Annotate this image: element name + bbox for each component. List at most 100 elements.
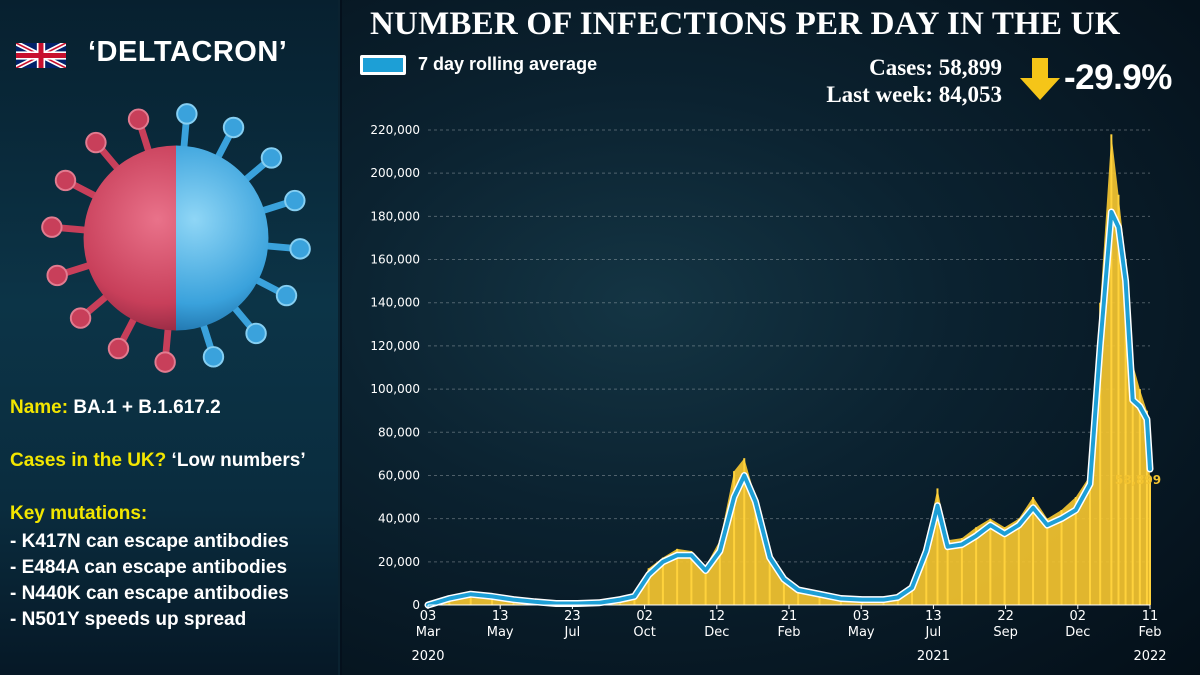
daily-cases-bar — [1032, 497, 1035, 605]
x-tick-day: 13 — [925, 609, 942, 624]
virus-spike-tip — [107, 337, 130, 360]
y-tick-label: 120,000 — [370, 339, 420, 353]
daily-cases-bar — [1060, 510, 1063, 605]
y-tick-label: 60,000 — [378, 468, 420, 482]
daily-cases-bar — [960, 538, 963, 605]
daily-cases-bar — [1131, 363, 1134, 605]
infections-chart: 58,899 0 20,000 40,000 60,000 80,000 100,000 1… — [370, 123, 1166, 664]
daily-cases-bar — [1003, 527, 1006, 605]
daily-cases-bar — [818, 593, 821, 605]
y-tick-label: 20,000 — [378, 555, 420, 569]
chart-panel: NUMBER OF INFECTIONS PER DAY IN THE UK 7… — [342, 0, 1200, 675]
daily-cases-bar — [1089, 475, 1092, 605]
virus-spike-tip — [85, 131, 107, 154]
down-arrow-icon — [1020, 58, 1060, 100]
mutation-item: - E484A can escape antibodies — [10, 557, 288, 578]
x-tick-day: 12 — [709, 609, 726, 624]
virus-spike-tip — [69, 307, 92, 329]
x-tick-month: Oct — [633, 625, 655, 640]
daily-cases-bar — [1074, 497, 1077, 605]
rolling-average-series — [426, 210, 1152, 607]
x-tick-month: Sep — [993, 625, 1018, 640]
virus-spike-tip — [54, 169, 77, 192]
virus-spike-tip — [154, 351, 176, 373]
daily-cases-bar — [1124, 259, 1127, 605]
last-value-label: 58,899 — [1115, 473, 1161, 487]
cases-last-week: Last week: 84,053 — [826, 82, 1002, 107]
x-tick-month: May — [487, 625, 514, 640]
daily-cases-bar — [1099, 302, 1102, 605]
cases-label: Cases in the UK? — [10, 450, 167, 471]
y-tick-label: 180,000 — [370, 209, 420, 223]
x-tick-day: 03 — [853, 609, 870, 624]
x-tick-day: 13 — [492, 609, 509, 624]
daily-cases-bar — [911, 585, 914, 605]
rolling-average-line: 58,899 — [424, 208, 1161, 609]
daily-cases-bar — [1117, 194, 1120, 606]
y-tick-label: 220,000 — [370, 123, 420, 137]
daily-cases-bar — [797, 588, 800, 605]
x-tick-day: 21 — [781, 609, 798, 624]
x-tick-month: Dec — [704, 625, 729, 640]
daily-cases-bar — [989, 518, 992, 605]
virus-spike-tip — [222, 116, 245, 139]
daily-cases-bar — [1017, 518, 1020, 605]
legend-swatch — [360, 54, 406, 75]
uk-cases: Cases in the UK? ‘Low numbers’ — [10, 450, 306, 472]
mutation-item: - K417N can escape antibodies — [10, 531, 289, 552]
daily-cases-bar — [946, 540, 949, 605]
x-tick-month: May — [848, 625, 875, 640]
y-tick-label: 80,000 — [378, 425, 420, 439]
daily-cases-bar — [676, 548, 679, 605]
daily-cases-bars — [428, 134, 1151, 606]
x-tick-month: Feb — [1138, 625, 1161, 640]
chart-legend: 7 day rolling average — [360, 54, 597, 75]
variant-name: Name: BA.1 + B.1.617.2 — [10, 397, 221, 419]
virus-spike-tip — [260, 147, 283, 169]
variant-title: ‘DELTACRON’ — [88, 36, 288, 68]
daily-cases-bar — [1046, 518, 1049, 605]
cases-value: ‘Low numbers’ — [171, 450, 306, 471]
virus-spike-tip — [46, 264, 68, 287]
y-tick-label: 140,000 — [370, 296, 420, 310]
virus-spike-tip — [202, 346, 225, 368]
daily-cases-bar — [690, 551, 693, 605]
legend-label: 7 day rolling average — [418, 54, 598, 74]
daily-cases-bar — [1138, 389, 1141, 605]
x-tick-day: 22 — [997, 609, 1014, 624]
daily-cases-bar — [782, 576, 785, 605]
daily-cases-bar — [768, 553, 771, 605]
name-value: BA.1 + B.1.617.2 — [73, 397, 221, 418]
daily-cases-bar — [1149, 477, 1151, 605]
virus-spike-tip — [245, 322, 267, 345]
x-tick-month: Jul — [564, 625, 581, 640]
virus-spike-tip — [289, 238, 311, 260]
y-tick-label: 200,000 — [370, 166, 420, 180]
mutations-label: Key mutations: — [10, 503, 148, 524]
daily-cases-bar — [936, 488, 939, 605]
x-tick-day: 23 — [564, 609, 581, 624]
virus-spike-tip — [176, 103, 198, 125]
y-tick-label: 100,000 — [370, 382, 420, 396]
x-tick-month: Jul — [925, 625, 942, 640]
x-tick-month: Feb — [777, 625, 800, 640]
daily-cases-bar — [1110, 134, 1113, 605]
daily-cases-area — [428, 134, 1150, 606]
mutation-item: - N440K can escape antibodies — [10, 583, 289, 604]
daily-cases-bar — [469, 593, 472, 605]
daily-cases-bar — [661, 557, 664, 605]
x-year-label: 2021 — [917, 649, 950, 664]
y-tick-label: 40,000 — [378, 512, 420, 526]
chart-axes: 0 20,000 40,000 60,000 80,000 100,000 120,000 1… — [370, 123, 1166, 664]
daily-cases-bar — [718, 540, 721, 605]
x-tick-day: 03 — [420, 609, 437, 624]
name-label: Name: — [10, 397, 69, 418]
virus-spike-tip — [275, 284, 298, 307]
info-panel: ‘DELTACRON’ Name: BA.1 + B.1.617.2 Cases… — [0, 0, 340, 675]
daily-cases-bar — [704, 566, 707, 605]
daily-cases-bar — [647, 568, 650, 605]
chart-title: NUMBER OF INFECTIONS PER DAY IN THE UK — [370, 6, 1121, 42]
mutation-list: - K417N can escape antibodies - E484A ca… — [10, 529, 289, 633]
x-tick-day: 11 — [1142, 609, 1159, 624]
y-tick-label: 0 — [412, 598, 420, 612]
